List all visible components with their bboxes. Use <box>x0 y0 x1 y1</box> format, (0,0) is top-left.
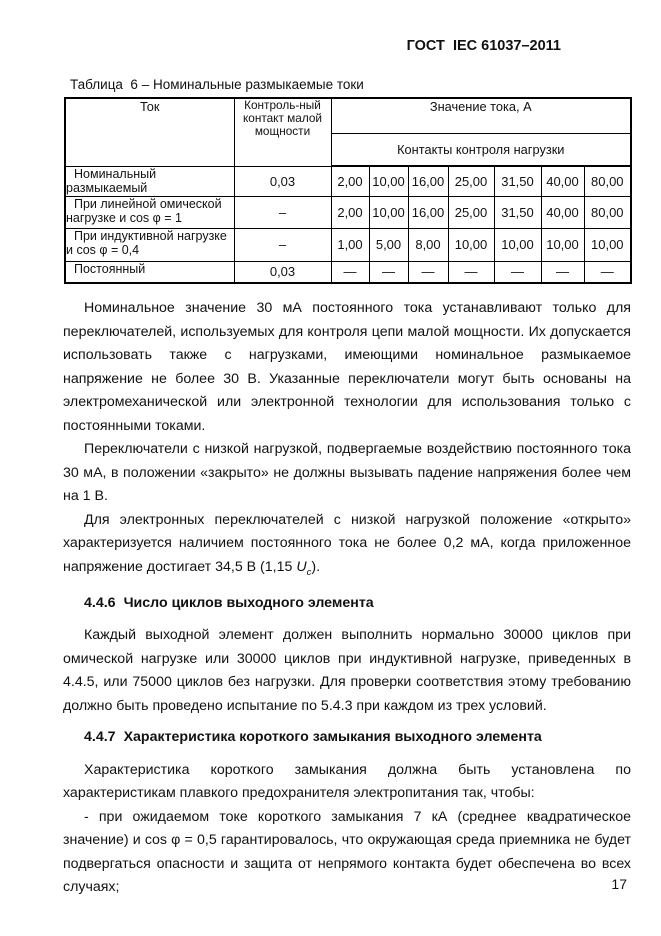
section-number: 4.4.6 <box>84 594 116 611</box>
paragraph: Переключатели с низкой нагрузкой, подвер… <box>63 441 631 504</box>
table-row: Номинальный размыкаемый 0,03 2,00 10,00 … <box>64 165 632 197</box>
cell-value: — <box>407 260 449 284</box>
row-label: При линейной омической нагрузке и cos φ … <box>64 195 235 229</box>
doc-number: ГОСТ IEC 61037–2011 <box>406 38 561 54</box>
cell-value: 25,00 <box>447 195 495 229</box>
cell-value: 31,50 <box>493 195 542 229</box>
table-subheader-row: Контакты контроля нагрузки <box>65 132 632 167</box>
cell-value: 2,00 <box>330 165 370 197</box>
table-row: При линейной омической нагрузке и cos φ … <box>64 195 632 229</box>
table-header-row: Ток Контроль-ный контакт малой мощности … <box>64 97 632 167</box>
nominal-breaking-currents-table: Ток Контроль-ный контакт малой мощности … <box>64 97 633 284</box>
cell-value: 40,00 <box>540 195 585 229</box>
cell-value: 40,00 <box>540 165 585 197</box>
cell-value: 10,00 <box>368 195 409 229</box>
col-header-load-contacts: Контакты контроля нагрузки <box>330 132 632 167</box>
col-header-control-contact: Контроль-ный контакт малой мощности <box>233 97 332 167</box>
voltage-variable: U <box>296 558 307 575</box>
table-caption: Таблица 6 – Номинальные размыкаемые токи <box>70 77 364 92</box>
body-text: Номинальное значение 30 мА постоянного т… <box>63 297 631 900</box>
cell-value: — <box>447 260 495 284</box>
row-label: При индуктивной нагрузке и cos φ = 0,4 <box>64 227 235 262</box>
paragraph-text: Для электронных переключателей с низкой … <box>63 511 631 575</box>
cell-value: 2,00 <box>330 195 370 229</box>
section-number: 4.4.7 <box>84 729 116 746</box>
section-title: Число циклов выходного элемента <box>123 594 374 611</box>
paragraph-text: ). <box>311 558 321 575</box>
cell-control: 0,03 <box>233 165 332 197</box>
cell-value: 80,00 <box>583 195 632 229</box>
cell-value: 31,50 <box>493 165 542 197</box>
row-label: Постоянный <box>64 260 235 284</box>
table-row: При индуктивной нагрузке и cos φ = 0,4 –… <box>64 227 632 262</box>
cell-value: 80,00 <box>583 165 632 197</box>
paragraph: Для электронных переключателей с низкой … <box>63 509 631 584</box>
section-heading-4-4-7: 4.4.7 Характеристика короткого замыкания … <box>63 726 631 750</box>
col-header-value-group: Значение тока, А <box>330 97 632 134</box>
cell-value: 10,00 <box>447 227 495 262</box>
cell-value: 16,00 <box>407 195 449 229</box>
cell-value: 5,00 <box>368 227 409 262</box>
section-title: Характеристика короткого замыкания выход… <box>123 729 542 746</box>
cell-value: 10,00 <box>583 227 632 262</box>
voltage-variable-subscript: c <box>306 566 312 578</box>
table-row: Постоянный 0,03 — — — — — — — <box>64 260 632 284</box>
paragraph: - при ожидаемом токе короткого замыкания… <box>63 808 631 896</box>
cell-value: 25,00 <box>447 165 495 197</box>
cell-value: — <box>368 260 409 284</box>
cell-value: 10,00 <box>368 165 409 197</box>
cell-value: 16,00 <box>407 165 449 197</box>
cell-value: 8,00 <box>407 227 449 262</box>
cell-value: — <box>540 260 585 284</box>
cell-control: – <box>233 227 332 262</box>
page-number: 17 <box>611 876 627 892</box>
col-header-current: Ток <box>64 97 235 167</box>
cell-control: – <box>233 195 332 229</box>
cell-value: 10,00 <box>540 227 585 262</box>
row-label: Номинальный размыкаемый <box>64 165 235 197</box>
cell-value: — <box>583 260 632 284</box>
paragraph: Характеристика короткого замыкания должн… <box>63 761 631 802</box>
cell-control: 0,03 <box>233 260 332 284</box>
cell-value: — <box>330 260 370 284</box>
cell-value: 10,00 <box>493 227 542 262</box>
cell-value: 1,00 <box>330 227 370 262</box>
paragraph: Номинальное значение 30 мА постоянного т… <box>63 300 631 434</box>
section-heading-4-4-6: 4.4.6 Число циклов выходного элемента <box>63 592 631 616</box>
paragraph: Каждый выходной элемент должен выполнить… <box>63 627 631 714</box>
cell-value: — <box>493 260 542 284</box>
